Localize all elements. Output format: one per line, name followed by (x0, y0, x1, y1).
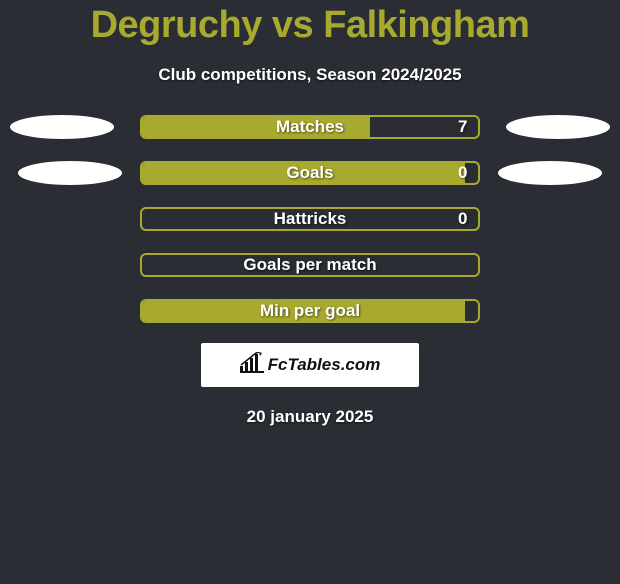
stat-row: Goals per match (0, 253, 620, 277)
stat-bar-track: Matches (140, 115, 480, 139)
player-left-marker (10, 115, 114, 139)
stat-bar-track: Goals (140, 161, 480, 185)
stat-bar-track: Goals per match (140, 253, 480, 277)
stat-bar-fill-left (142, 117, 370, 137)
player-right-marker (506, 115, 610, 139)
stat-row: Hattricks0 (0, 207, 620, 231)
stats-container: Matches7Goals0Hattricks0Goals per matchM… (0, 115, 620, 323)
stat-bar-track: Min per goal (140, 299, 480, 323)
stat-bar-fill-left (142, 301, 465, 321)
stat-bar-track: Hattricks (140, 207, 480, 231)
player-left-marker (18, 161, 122, 185)
page-title: Degruchy vs Falkingham (0, 4, 620, 47)
subtitle: Club competitions, Season 2024/2025 (0, 65, 620, 85)
brand-logo-box: FcTables.com (201, 343, 419, 387)
stat-label: Hattricks (142, 209, 478, 229)
stat-row: Goals0 (0, 161, 620, 185)
stat-value-right: 0 (458, 209, 467, 229)
stat-bar-fill-left (142, 163, 465, 183)
stat-value-right: 7 (458, 117, 467, 137)
stat-row: Min per goal (0, 299, 620, 323)
brand-chart-icon (240, 352, 264, 379)
player-right-marker (498, 161, 602, 185)
stat-value-right: 0 (458, 163, 467, 183)
stat-label: Goals per match (142, 255, 478, 275)
brand-text: FcTables.com (268, 355, 381, 375)
stat-row: Matches7 (0, 115, 620, 139)
date-line: 20 january 2025 (0, 407, 620, 427)
